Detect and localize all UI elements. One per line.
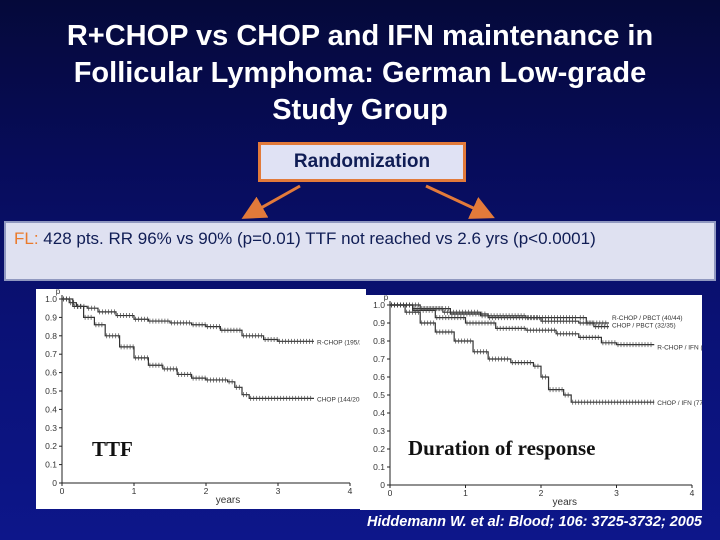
survival-curve: [390, 304, 609, 328]
x-tick-label: 0: [60, 486, 65, 496]
randomization-label: Randomization: [293, 151, 431, 172]
arrow-right: [425, 184, 495, 219]
randomization-box: Randomization: [258, 142, 466, 182]
fl-prefix: FL:: [14, 229, 39, 248]
survival-curve: [390, 304, 655, 403]
series-label: R-CHOP / PBCT (40/44): [612, 315, 683, 322]
title-line-3: Study Group: [272, 94, 448, 126]
y-tick-label: 0.6: [45, 368, 57, 378]
duration-chart-panel: 0 0.1 0.2 0.3 0.4 0.5 0.6 0.7 0.8 0.9 1.0 p 0 1 2 3 4 yea…: [360, 295, 702, 510]
x-tick-label: 0: [388, 488, 393, 498]
title-line-1: R+CHOP vs CHOP and IFN maintenance in: [66, 20, 654, 52]
x-tick-label: 4: [348, 486, 353, 496]
series-label: R-CHOP (195/223): [317, 339, 366, 346]
y-tick-label: 0.6: [373, 372, 385, 382]
duration-panel-label: Duration of response: [408, 436, 596, 460]
x-axis-label: years: [216, 495, 240, 506]
y-tick-label: 1.0: [373, 300, 385, 310]
censor-marks: [391, 302, 607, 326]
y-tick-label: 0.7: [373, 354, 385, 364]
y-axis-label: p: [384, 295, 389, 302]
x-axis-label: years: [553, 497, 577, 508]
x-tick-label: 2: [204, 486, 209, 496]
y-tick-label: 0.5: [373, 390, 385, 400]
citation: Hiddemann W. et al: Blood; 106: 3725-373…: [367, 514, 702, 530]
y-tick-label: 0.3: [373, 426, 385, 436]
censor-marks: [391, 302, 655, 405]
y-tick-label: 0.1: [45, 460, 57, 470]
y-tick-label: 0.8: [373, 336, 385, 346]
x-tick-label: 3: [276, 486, 281, 496]
x-tick-label: 1: [132, 486, 137, 496]
x-tick-label: 2: [539, 488, 544, 498]
y-tick-label: 0.2: [373, 444, 385, 454]
duration-chart: 0 0.1 0.2 0.3 0.4 0.5 0.6 0.7 0.8 0.9 1.0p 0 1 2 3 4 yea…: [373, 295, 702, 508]
slide-title: R+CHOP vs CHOP and IFN maintenance in Fo…: [10, 18, 710, 129]
y-tick-label: 0.2: [45, 441, 57, 451]
survival-curve: [62, 298, 314, 399]
x-tick-label: 1: [463, 488, 468, 498]
y-tick-label: 0.4: [373, 408, 385, 418]
ttf-chart-panel: 0 0.1 0.2 0.3 0.4 0.5 0.6 0.7 0.8 0.9 1.0 p 0 1 2 3 4 yea…: [36, 289, 366, 509]
series-label: CHOP / IFN (77/111): [657, 400, 702, 407]
censor-marks: [391, 302, 652, 348]
y-axis-label: p: [56, 289, 61, 296]
survival-curve: [390, 304, 655, 346]
y-tick-label: 0.8: [45, 331, 57, 341]
series-label: CHOP (144/205): [317, 396, 365, 403]
y-tick-label: 0: [52, 478, 57, 488]
series-label: R-CHOP / IFN (117/132): [657, 345, 702, 352]
y-tick-label: 1.0: [45, 294, 57, 304]
censor-marks: [63, 296, 312, 401]
ttf-chart: 0 0.1 0.2 0.3 0.4 0.5 0.6 0.7 0.8 0.9 1.0p 0 1 2 3 4 yea…: [45, 289, 366, 506]
censor-marks: [63, 296, 313, 344]
title-line-2: Follicular Lymphoma: German Low-grade: [73, 57, 647, 89]
y-tick-label: 0.4: [45, 404, 57, 414]
y-tick-label: 0.9: [373, 318, 385, 328]
y-tick-label: 0.1: [373, 462, 385, 472]
y-tick-label: 0: [380, 480, 385, 490]
x-tick-label: 3: [614, 488, 619, 498]
arrow-left: [241, 184, 301, 219]
ttf-panel-label: TTF: [92, 437, 133, 461]
randomization-arrows: [241, 184, 495, 219]
x-tick-label: 4: [690, 488, 695, 498]
series-label: CHOP / PBCT (32/35): [612, 323, 676, 330]
y-tick-label: 0.5: [45, 386, 57, 396]
results-text: 428 pts. RR 96% vs 90% (p=0.01) TTF not …: [38, 229, 596, 248]
y-tick-label: 0.9: [45, 312, 57, 322]
y-tick-label: 0.7: [45, 349, 57, 359]
survival-curve: [62, 298, 314, 342]
results-bar: FL: 428 pts. RR 96% vs 90% (p=0.01) TTF …: [4, 221, 716, 281]
y-tick-label: 0.3: [45, 423, 57, 433]
